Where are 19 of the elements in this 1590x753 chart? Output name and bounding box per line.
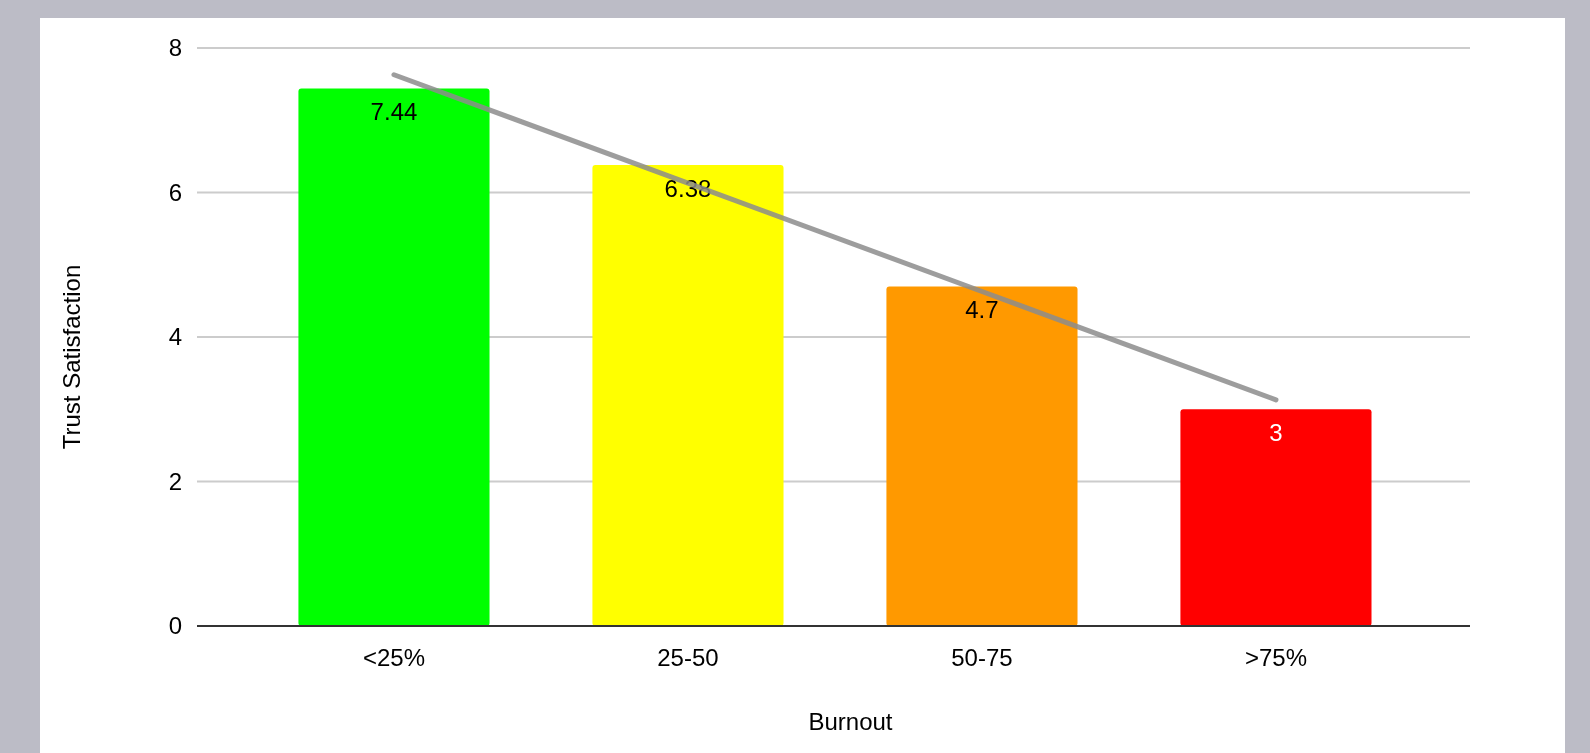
data-label: 3 [1269,419,1283,447]
bar [298,88,490,626]
x-tick-label: <25% [362,644,426,671]
bar [886,286,1078,626]
y-tick-label: 0 [168,612,182,640]
y-tick-label: 2 [168,467,182,495]
x-axis-title: Burnout [808,708,893,735]
data-label: 4.7 [965,296,999,324]
x-tick-label: 50-75 [951,644,1013,671]
y-axis-title: Trust Satisfaction [58,264,85,450]
x-tick-label: 25-50 [657,644,719,671]
bar [1180,409,1372,626]
data-label: 7.44 [370,98,418,126]
x-tick-label: >75% [1244,644,1307,671]
y-tick-label: 6 [168,178,182,206]
y-tick-label: 8 [168,34,182,62]
bar [592,165,784,626]
y-tick-label: 4 [168,323,182,351]
data-label: 6.38 [664,175,712,203]
